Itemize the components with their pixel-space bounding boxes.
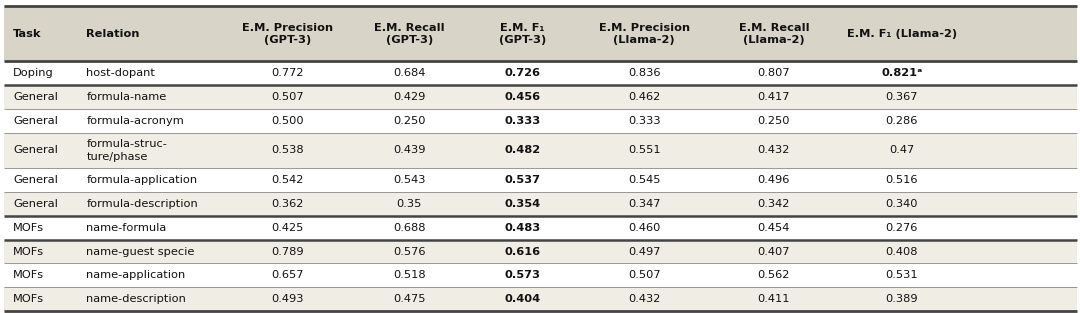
Text: Relation: Relation	[86, 29, 140, 39]
Text: 0.432: 0.432	[629, 295, 660, 305]
Text: 0.417: 0.417	[757, 92, 791, 102]
Text: General: General	[13, 92, 58, 102]
Text: MOFs: MOFs	[13, 247, 44, 257]
Text: E.M. Precision
(Llama-2): E.M. Precision (Llama-2)	[598, 23, 690, 45]
Text: 0.47: 0.47	[889, 145, 915, 155]
Text: 0.425: 0.425	[272, 223, 303, 233]
Bar	[4, 168, 1077, 192]
Text: E.M. Recall
(Llama-2): E.M. Recall (Llama-2)	[739, 23, 809, 45]
Text: E.M. F₁
(GPT-3): E.M. F₁ (GPT-3)	[499, 23, 546, 45]
Text: 0.333: 0.333	[627, 116, 661, 126]
Text: 0.250: 0.250	[757, 116, 791, 126]
Text: 0.518: 0.518	[393, 270, 426, 280]
Text: E.M. F₁ (Llama-2): E.M. F₁ (Llama-2)	[847, 29, 957, 39]
Text: 0.35: 0.35	[396, 198, 422, 208]
Text: 0.562: 0.562	[758, 270, 789, 280]
Bar	[4, 264, 1077, 287]
Bar	[4, 109, 1077, 133]
Text: 0.342: 0.342	[758, 198, 789, 208]
Bar	[4, 239, 1077, 264]
Text: name-formula: name-formula	[86, 223, 166, 233]
Text: 0.333: 0.333	[504, 116, 541, 126]
Text: 0.821ᵃ: 0.821ᵃ	[881, 68, 922, 78]
Text: 0.545: 0.545	[627, 175, 661, 185]
Text: 0.411: 0.411	[757, 295, 791, 305]
Text: 0.542: 0.542	[272, 175, 303, 185]
Text: 0.367: 0.367	[886, 92, 918, 102]
Text: 0.507: 0.507	[271, 92, 305, 102]
Text: 0.543: 0.543	[393, 175, 426, 185]
Text: 0.551: 0.551	[627, 145, 661, 155]
Text: 0.538: 0.538	[271, 145, 305, 155]
Text: Doping: Doping	[13, 68, 54, 78]
Bar	[4, 61, 1077, 85]
Text: name-description: name-description	[86, 295, 186, 305]
Text: 0.475: 0.475	[393, 295, 426, 305]
Text: 0.460: 0.460	[629, 223, 660, 233]
Text: 0.500: 0.500	[271, 116, 305, 126]
Text: General: General	[13, 198, 58, 208]
Text: 0.507: 0.507	[627, 270, 661, 280]
Text: 0.407: 0.407	[757, 247, 791, 257]
Text: 0.286: 0.286	[886, 116, 918, 126]
Text: MOFs: MOFs	[13, 295, 44, 305]
Text: 0.726: 0.726	[504, 68, 541, 78]
Text: 0.616: 0.616	[504, 247, 541, 257]
Text: formula-name: formula-name	[86, 92, 166, 102]
Text: General: General	[13, 116, 58, 126]
Text: 0.429: 0.429	[393, 92, 426, 102]
Bar	[4, 216, 1077, 239]
Text: 0.408: 0.408	[886, 247, 918, 257]
Text: 0.772: 0.772	[271, 68, 305, 78]
Text: General: General	[13, 145, 58, 155]
Text: 0.250: 0.250	[393, 116, 426, 126]
Text: host-dopant: host-dopant	[86, 68, 156, 78]
Text: 0.836: 0.836	[627, 68, 661, 78]
Bar	[4, 85, 1077, 109]
Text: 0.456: 0.456	[504, 92, 541, 102]
Text: 0.362: 0.362	[272, 198, 303, 208]
Text: 0.497: 0.497	[627, 247, 661, 257]
Bar	[4, 6, 1077, 61]
Text: formula-struc-
ture/phase: formula-struc- ture/phase	[86, 139, 167, 162]
Text: 0.684: 0.684	[393, 68, 426, 78]
Text: 0.807: 0.807	[757, 68, 791, 78]
Text: formula-description: formula-description	[86, 198, 198, 208]
Text: formula-application: formula-application	[86, 175, 198, 185]
Text: 0.493: 0.493	[271, 295, 305, 305]
Text: name-guest specie: name-guest specie	[86, 247, 194, 257]
Text: 0.340: 0.340	[886, 198, 918, 208]
Text: 0.516: 0.516	[886, 175, 918, 185]
Text: 0.404: 0.404	[504, 295, 541, 305]
Text: E.M. Recall
(GPT-3): E.M. Recall (GPT-3)	[374, 23, 445, 45]
Text: 0.354: 0.354	[504, 198, 541, 208]
Text: formula-acronym: formula-acronym	[86, 116, 185, 126]
Text: 0.483: 0.483	[504, 223, 541, 233]
Text: name-application: name-application	[86, 270, 186, 280]
Bar	[4, 287, 1077, 311]
Text: 0.347: 0.347	[627, 198, 661, 208]
Text: 0.432: 0.432	[758, 145, 789, 155]
Text: 0.573: 0.573	[504, 270, 541, 280]
Text: 0.496: 0.496	[758, 175, 789, 185]
Text: Task: Task	[13, 29, 41, 39]
Text: MOFs: MOFs	[13, 223, 44, 233]
Text: 0.462: 0.462	[629, 92, 660, 102]
Text: General: General	[13, 175, 58, 185]
Bar	[4, 192, 1077, 216]
Text: 0.537: 0.537	[504, 175, 541, 185]
Text: 0.276: 0.276	[886, 223, 918, 233]
Text: 0.789: 0.789	[271, 247, 305, 257]
Text: 0.439: 0.439	[393, 145, 426, 155]
Text: 0.657: 0.657	[271, 270, 305, 280]
Text: 0.531: 0.531	[886, 270, 918, 280]
Bar	[4, 133, 1077, 168]
Text: 0.454: 0.454	[758, 223, 789, 233]
Text: 0.688: 0.688	[393, 223, 426, 233]
Text: MOFs: MOFs	[13, 270, 44, 280]
Text: E.M. Precision
(GPT-3): E.M. Precision (GPT-3)	[242, 23, 334, 45]
Text: 0.576: 0.576	[393, 247, 426, 257]
Text: 0.389: 0.389	[886, 295, 918, 305]
Text: 0.482: 0.482	[504, 145, 541, 155]
